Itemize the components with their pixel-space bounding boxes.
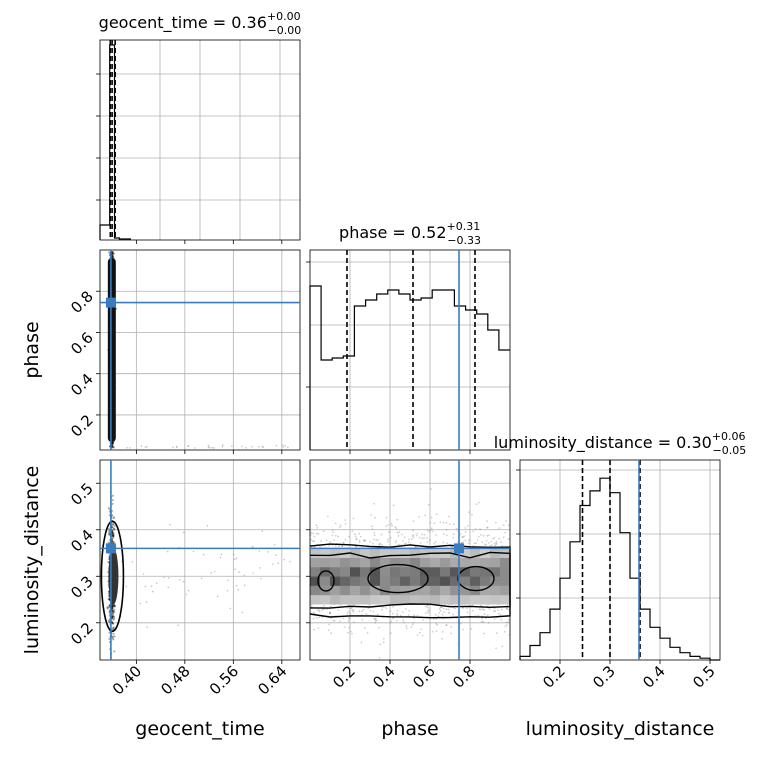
geocent-xtick-label-1: 0.48 — [157, 662, 193, 698]
phase-xtick-label-2: 0.6 — [409, 662, 439, 692]
hist-dist-title: luminosity_distance = 0.30+0.06 −0.05 — [494, 430, 747, 457]
dist-xtick-label-1: 0.3 — [589, 662, 619, 692]
phase-xtick-label-3: 0.8 — [449, 662, 479, 692]
scatter-geocent-phase-points — [106, 251, 289, 449]
phase-ytick-label-3: 0.8 — [67, 287, 97, 317]
hist-geocent-grid — [100, 40, 300, 240]
geocent-xtick-label-0: 0.40 — [109, 662, 145, 698]
hist-phase-grid — [310, 250, 510, 451]
phase-xtick-label-0: 0.2 — [329, 662, 359, 692]
phase-xtick-label-1: 0.4 — [369, 662, 399, 692]
dist-xtick-label-0: 0.2 — [539, 662, 569, 692]
dist-ylabel: luminosity_distance — [21, 466, 43, 655]
scatter-geocent-dist-contour-outer — [100, 520, 125, 633]
dist-ytick-label-0: 0.2 — [67, 619, 97, 649]
scatter-geocent-dist-grid — [100, 460, 300, 660]
scatter-phase-dist-frame — [309, 459, 511, 661]
dist-xtick-label-3: 0.5 — [689, 662, 719, 692]
hist-phase-steps — [309, 285, 510, 450]
phase-ytick-label-1: 0.4 — [67, 370, 97, 400]
dist-xtick-label-2: 0.4 — [639, 662, 669, 692]
phase-ytick-label-0: 0.2 — [67, 411, 97, 441]
scatter-phase-dist-truth-marker — [454, 543, 464, 554]
phase-ylabel: phase — [21, 321, 43, 378]
scatter-geocent-phase-frame — [99, 249, 301, 451]
scatter-phase-dist-density — [310, 548, 511, 605]
scatter-geocent-dist-truth-marker — [105, 543, 116, 554]
phase-xlabel: phase — [381, 718, 438, 740]
hist-dist-steps — [519, 477, 720, 661]
geocent-xlabel: geocent_time — [135, 718, 264, 740]
dist-xlabel: luminosity_distance — [526, 718, 715, 740]
scatter-geocent-dist-frame — [99, 459, 301, 661]
geocent-xtick-label-2: 0.56 — [206, 662, 242, 698]
hist-dist-frame — [519, 459, 721, 661]
hist-geocent-frame — [99, 39, 301, 241]
hist-geocent-title: geocent_time = 0.36+0.00 −0.00 — [99, 10, 302, 37]
hist-dist-grid — [520, 460, 720, 660]
hist-phase-title: phase = 0.52+0.31 −0.33 — [339, 220, 481, 247]
dist-ytick-label-2: 0.4 — [67, 526, 97, 556]
dist-ytick-label-3: 0.5 — [67, 479, 97, 509]
hist-geocent-steps — [99, 44, 131, 240]
scatter-geocent-dist-points — [106, 490, 291, 659]
scatter-geocent-phase-core — [107, 258, 116, 442]
phase-ytick-label-2: 0.6 — [67, 329, 97, 359]
hist-phase-frame — [309, 249, 511, 451]
scatter-geocent-phase-grid — [100, 250, 300, 450]
geocent-xtick-label-3: 0.64 — [254, 662, 290, 698]
scatter-geocent-phase-truth-marker — [105, 297, 116, 308]
scatter-geocent-dist-core — [108, 548, 119, 605]
dist-ytick-label-1: 0.3 — [67, 572, 97, 602]
